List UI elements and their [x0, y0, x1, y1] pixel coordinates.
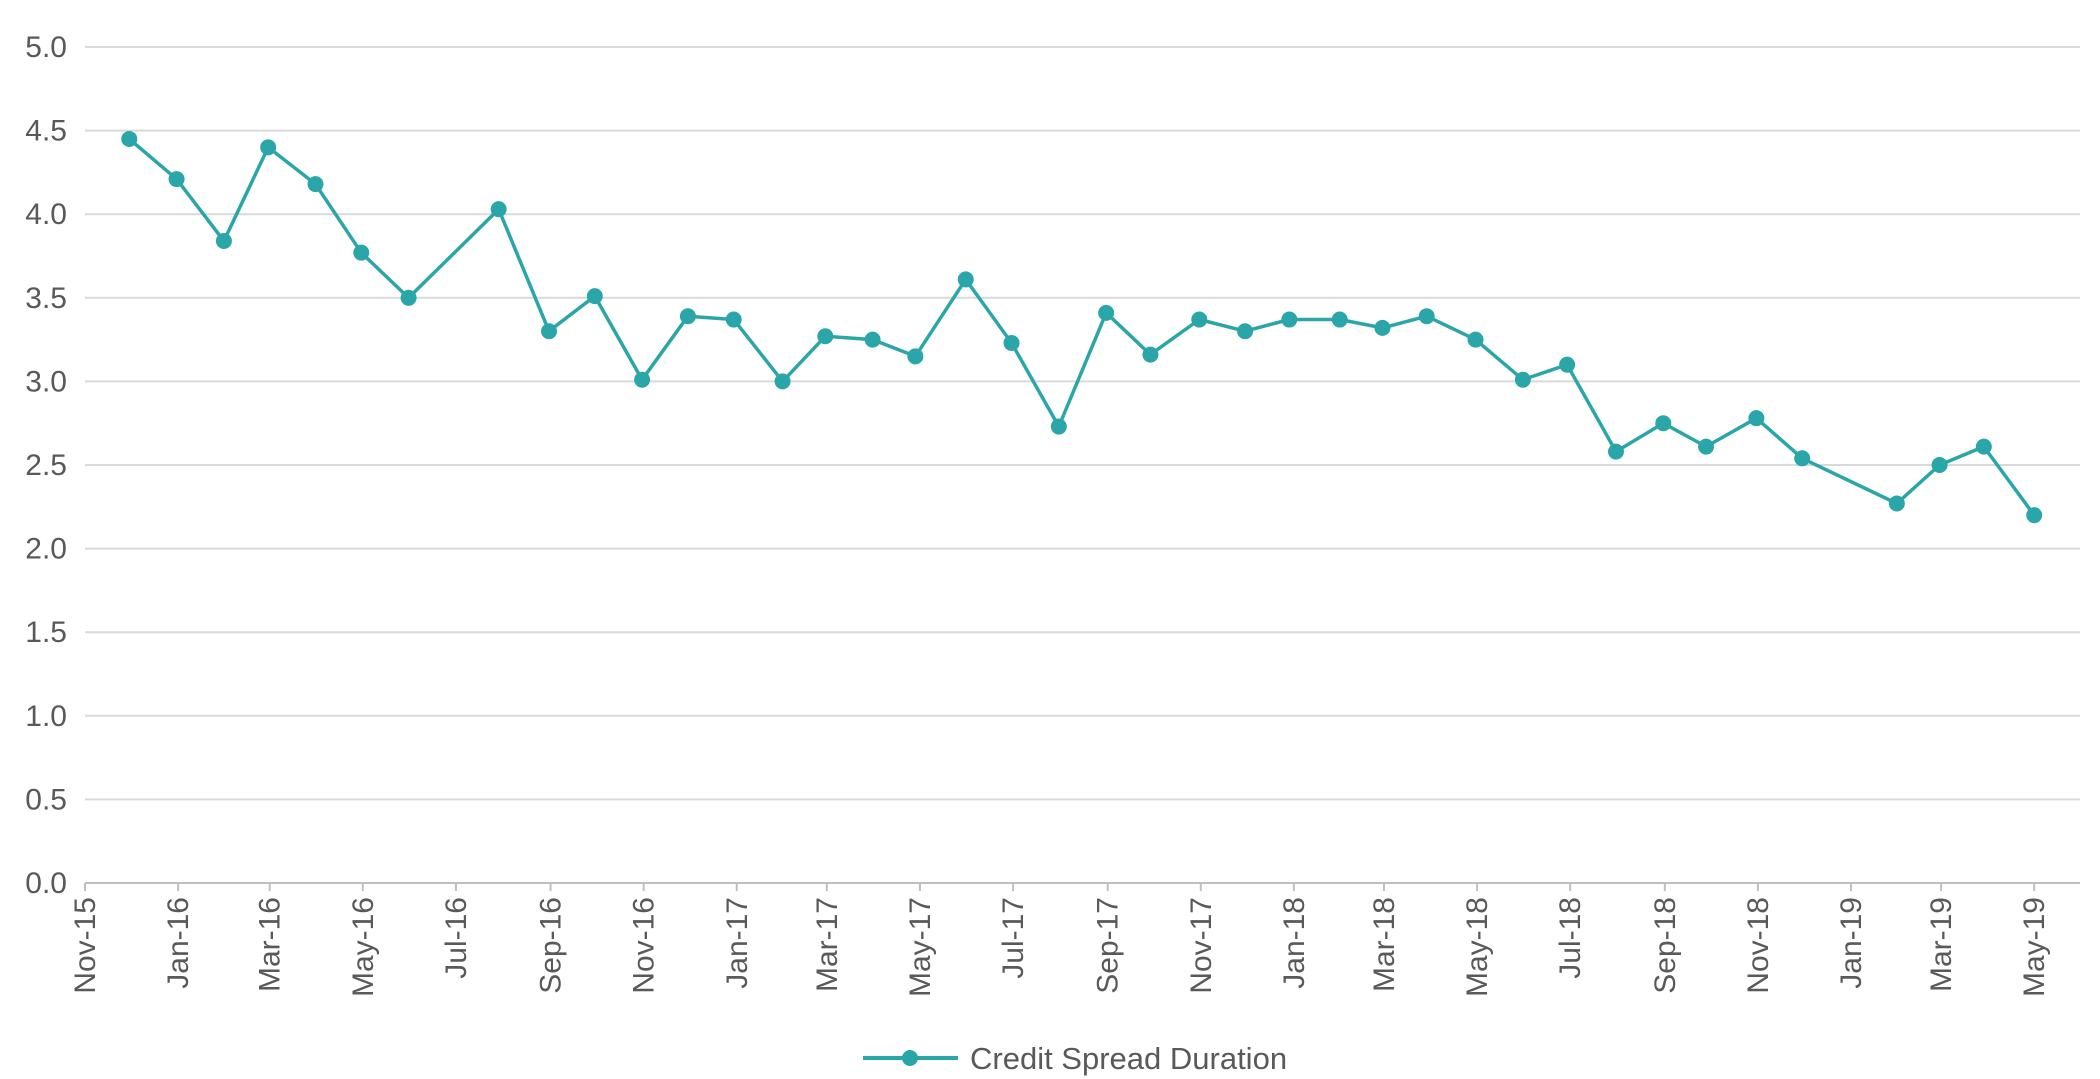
x-tick-label: Nov-18 — [1742, 897, 1775, 994]
data-point — [307, 176, 324, 193]
data-point — [957, 271, 974, 288]
legend-label-credit-spread-duration: Credit Spread Duration — [970, 1041, 1287, 1076]
x-tick-label: Jul-16 — [440, 897, 473, 979]
data-point — [1467, 331, 1484, 348]
x-tick-label: Nov-15 — [69, 897, 102, 994]
series-line — [128, 137, 2036, 517]
data-point — [634, 371, 651, 388]
data-point — [1794, 450, 1811, 467]
x-tick-label: Sep-18 — [1649, 897, 1682, 994]
data-point — [907, 348, 924, 365]
gridlines — [85, 46, 2080, 884]
data-point — [1281, 311, 1298, 328]
data-point — [353, 244, 370, 261]
x-tick-label: Nov-17 — [1185, 897, 1218, 994]
y-tick-label: 0.0 — [25, 867, 67, 900]
data-point — [1514, 371, 1531, 388]
y-tick-label: 0.5 — [25, 783, 67, 816]
data-point — [817, 328, 834, 345]
x-tick-label: Jul-18 — [1554, 897, 1587, 979]
y-tick-label: 2.0 — [25, 533, 67, 566]
x-tick-label: Mar-16 — [254, 897, 287, 992]
x-tick-label: Jan-16 — [162, 897, 195, 989]
data-point — [1607, 443, 1624, 460]
y-tick-label: 1.0 — [25, 700, 67, 733]
x-axis: Nov-15 Jan-16 Mar-16 May-16 Jul-16 Sep-16 Nov-… — [69, 883, 2051, 997]
x-tick-label: May-19 — [2018, 897, 2051, 997]
data-point — [1748, 410, 1765, 427]
data-point — [1191, 311, 1208, 328]
x-tick-label: Jan-19 — [1835, 897, 1868, 989]
data-point — [1050, 418, 1067, 435]
x-tick-label: Mar-18 — [1368, 897, 1401, 992]
x-tick-label: Jan-18 — [1278, 897, 1311, 989]
data-point — [215, 232, 232, 249]
series-credit-spread-duration — [121, 130, 2043, 524]
data-point — [1098, 304, 1115, 321]
data-point — [168, 171, 185, 188]
data-point — [1698, 438, 1715, 455]
x-tick-label: May-16 — [347, 897, 380, 997]
data-point — [1003, 334, 1020, 351]
y-tick-label: 4.5 — [25, 115, 67, 148]
data-point — [774, 373, 791, 390]
data-point — [725, 311, 742, 328]
y-tick-label: 1.5 — [25, 616, 67, 649]
data-point — [121, 130, 138, 147]
data-point — [1975, 438, 1992, 455]
legend-point-marker — [902, 1050, 918, 1066]
data-point — [260, 139, 277, 156]
y-axis: 0.0 0.5 1.0 1.5 2.0 2.5 3.0 3.5 4.0 4.5 5.0 — [25, 31, 67, 900]
data-point — [1142, 346, 1159, 363]
y-tick-label: 3.0 — [25, 365, 67, 398]
data-point — [400, 289, 417, 306]
x-tick-label: May-18 — [1461, 897, 1494, 997]
x-tick-label: May-17 — [904, 897, 937, 997]
data-point — [1331, 311, 1348, 328]
data-point — [586, 288, 603, 305]
x-tick-label: Nov-16 — [628, 897, 661, 994]
data-point — [2026, 507, 2043, 524]
data-point — [679, 308, 696, 325]
y-tick-label: 5.0 — [25, 31, 67, 64]
x-tick-label: Mar-19 — [1925, 897, 1958, 992]
x-tick-label: Sep-17 — [1092, 897, 1125, 994]
data-point — [1418, 308, 1435, 325]
data-point — [541, 323, 558, 340]
x-tick-label: Jul-17 — [997, 897, 1030, 979]
x-tick-label: Sep-16 — [535, 897, 568, 994]
data-point — [1237, 323, 1254, 340]
x-tick-label: Jan-17 — [721, 897, 754, 989]
x-tick-label: Mar-17 — [811, 897, 844, 992]
data-point — [864, 331, 881, 348]
data-point — [490, 201, 507, 218]
data-point — [1931, 457, 1948, 473]
data-point — [1374, 319, 1391, 336]
data-point — [1888, 495, 1905, 512]
y-tick-label: 4.0 — [25, 198, 67, 231]
y-tick-label: 3.5 — [25, 282, 67, 315]
y-tick-label: 2.5 — [25, 449, 67, 482]
legend: Credit Spread Duration — [863, 1041, 1287, 1076]
data-point — [1655, 415, 1672, 432]
data-point — [1559, 356, 1576, 373]
